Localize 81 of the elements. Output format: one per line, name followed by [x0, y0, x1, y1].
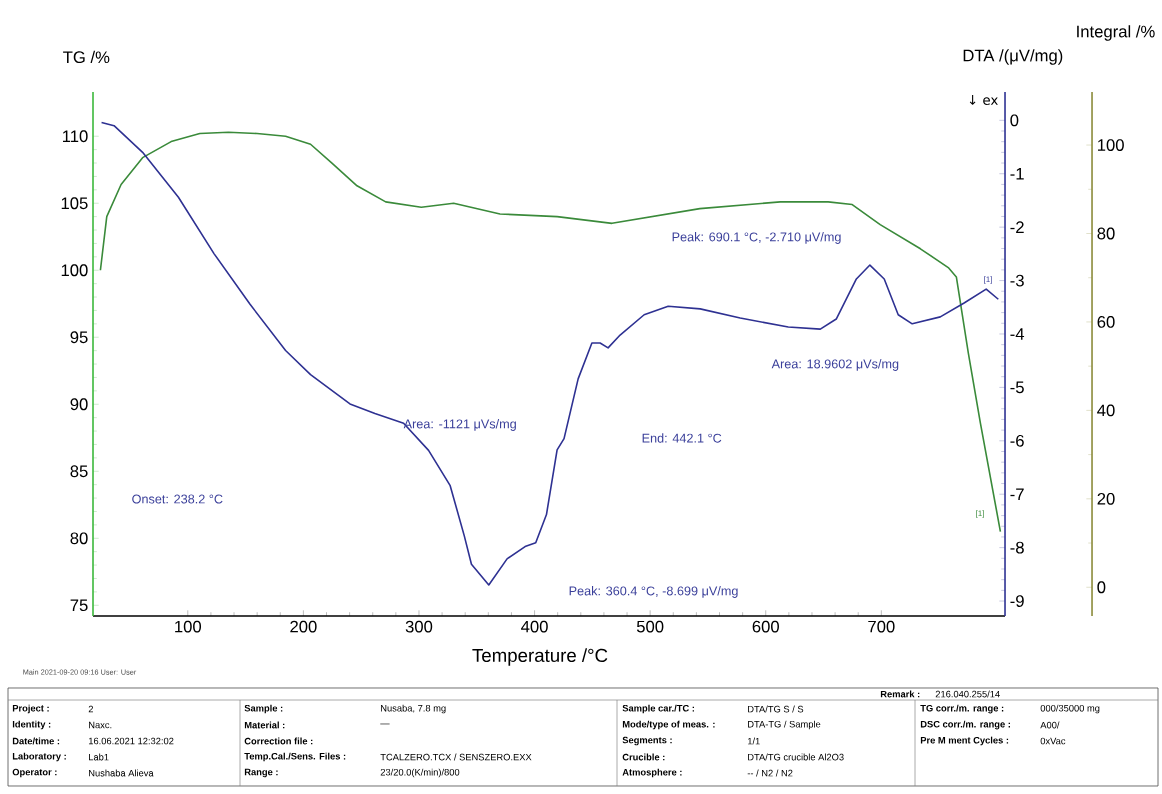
text: Nushaba Alieva: [89, 769, 154, 777]
y-tick-label: 100: [61, 264, 88, 277]
text: Lab1: [89, 753, 109, 761]
y2-tick-label: -8: [1010, 541, 1024, 554]
y3-tick-label: 20: [1097, 492, 1115, 505]
annotation: Peak: 690.1 °C, -2.710 μV/mg: [672, 232, 841, 244]
y2-tick-label: -9: [1010, 595, 1024, 607]
text: Segments :: [622, 736, 672, 746]
text: Identity :: [12, 720, 51, 730]
text: DTA-TG / Sample: [748, 720, 821, 730]
y-tick-label: 80: [70, 532, 88, 545]
x-tick-label: 400: [521, 620, 548, 633]
x-tick-label: 500: [636, 620, 664, 633]
text: Crucible :: [622, 753, 665, 761]
y3-tick-label: 80: [1097, 227, 1115, 240]
text: Correction file :: [244, 737, 313, 745]
text: Material :: [244, 721, 285, 729]
y-tick-label: 110: [63, 130, 88, 143]
text: 2: [88, 705, 93, 713]
text: DSC corr./m. range :: [920, 720, 1010, 730]
text: Naxc.: [89, 721, 112, 729]
y2-tick-label: -1: [1010, 168, 1024, 180]
annotation: Onset: 238.2 °C: [132, 494, 223, 504]
text: Pre M ment Cycles :: [920, 736, 1009, 746]
annotation: [1]: [976, 510, 984, 518]
text: Project :: [12, 704, 49, 714]
y2-tick-label: -5: [1010, 381, 1024, 394]
y2-tick-label: -4: [1010, 328, 1025, 340]
text: Nusaba, 7.8 mg: [381, 704, 446, 714]
text: Mode/type of meas. :: [622, 720, 715, 730]
text: 16.06.2021 12:32:02: [88, 737, 174, 745]
x-tick-label: 600: [752, 620, 779, 633]
x-tick-label: 100: [175, 620, 202, 633]
text: 216.040.255/14: [935, 690, 1000, 698]
y-tick-label: 90: [70, 398, 88, 411]
y3-tick-label: 40: [1097, 404, 1115, 417]
text: TG corr./m. range :: [920, 704, 1004, 714]
y-tick-label: 95: [70, 331, 88, 344]
y3-axis-title: Integral /%: [1077, 25, 1155, 41]
text: Sample :: [244, 704, 283, 714]
annotation: Peak: 360.4 °C, -8.699 μV/mg: [569, 586, 738, 598]
text: Temp.Cal./Sens. Files :: [244, 752, 346, 762]
text: 0xVac: [1040, 737, 1066, 745]
text: -- / N2 / N2: [747, 769, 793, 777]
text: DTA/TG crucible Al2O3: [748, 753, 844, 761]
annotation: Area: -1121 μVs/mg: [403, 419, 516, 431]
y3-tick-label: 100: [1098, 139, 1124, 151]
y2-axis-title: DTA /(μV/mg): [963, 49, 1063, 65]
y2-tick-label: -6: [1010, 434, 1024, 447]
y2-tick-label: -3: [1010, 274, 1024, 287]
text: 000/35000 mg: [1040, 704, 1100, 714]
y3-tick-label: 60: [1097, 316, 1115, 328]
text: 1/1: [747, 737, 760, 745]
y2-tick-label: 0: [1010, 114, 1019, 127]
annotation: ↓ ex: [969, 95, 998, 105]
y2-tick-label: -7: [1010, 488, 1024, 500]
text: Laboratory :: [12, 752, 66, 762]
y-axis-title: TG /%: [63, 50, 110, 64]
x-axis-title: Temperature /°C: [472, 648, 608, 666]
text: Range :: [244, 768, 278, 778]
x-tick-label: 300: [405, 620, 433, 633]
x-tick-label: 700: [868, 620, 895, 633]
y-tick-label: 105: [61, 197, 88, 210]
text: DTA/TG S / S: [748, 705, 804, 713]
text: Remark :: [880, 690, 920, 698]
text: 23/20.0(K/min)/800: [380, 768, 460, 778]
annotation: Area: 18.9602 μVs/mg: [771, 359, 899, 371]
text: A00/: [1040, 721, 1060, 729]
text: TCALZERO.TCX / SENSZERO.EXX: [380, 753, 532, 761]
text: Sample car./TC :: [622, 704, 694, 714]
y-tick-label: 75: [70, 599, 88, 612]
annotation: [1]: [984, 276, 992, 284]
text: Operator :: [12, 768, 57, 778]
text: Date/time :: [12, 737, 60, 745]
y3-tick-label: 0: [1097, 581, 1106, 594]
annotation: End: 442.1 °C: [642, 433, 722, 443]
y-tick-label: 85: [70, 465, 88, 478]
x-tick-label: 200: [290, 620, 317, 633]
text: —: [380, 723, 390, 725]
y2-tick-label: -2: [1010, 221, 1024, 233]
text: Atmosphere :: [622, 768, 682, 778]
